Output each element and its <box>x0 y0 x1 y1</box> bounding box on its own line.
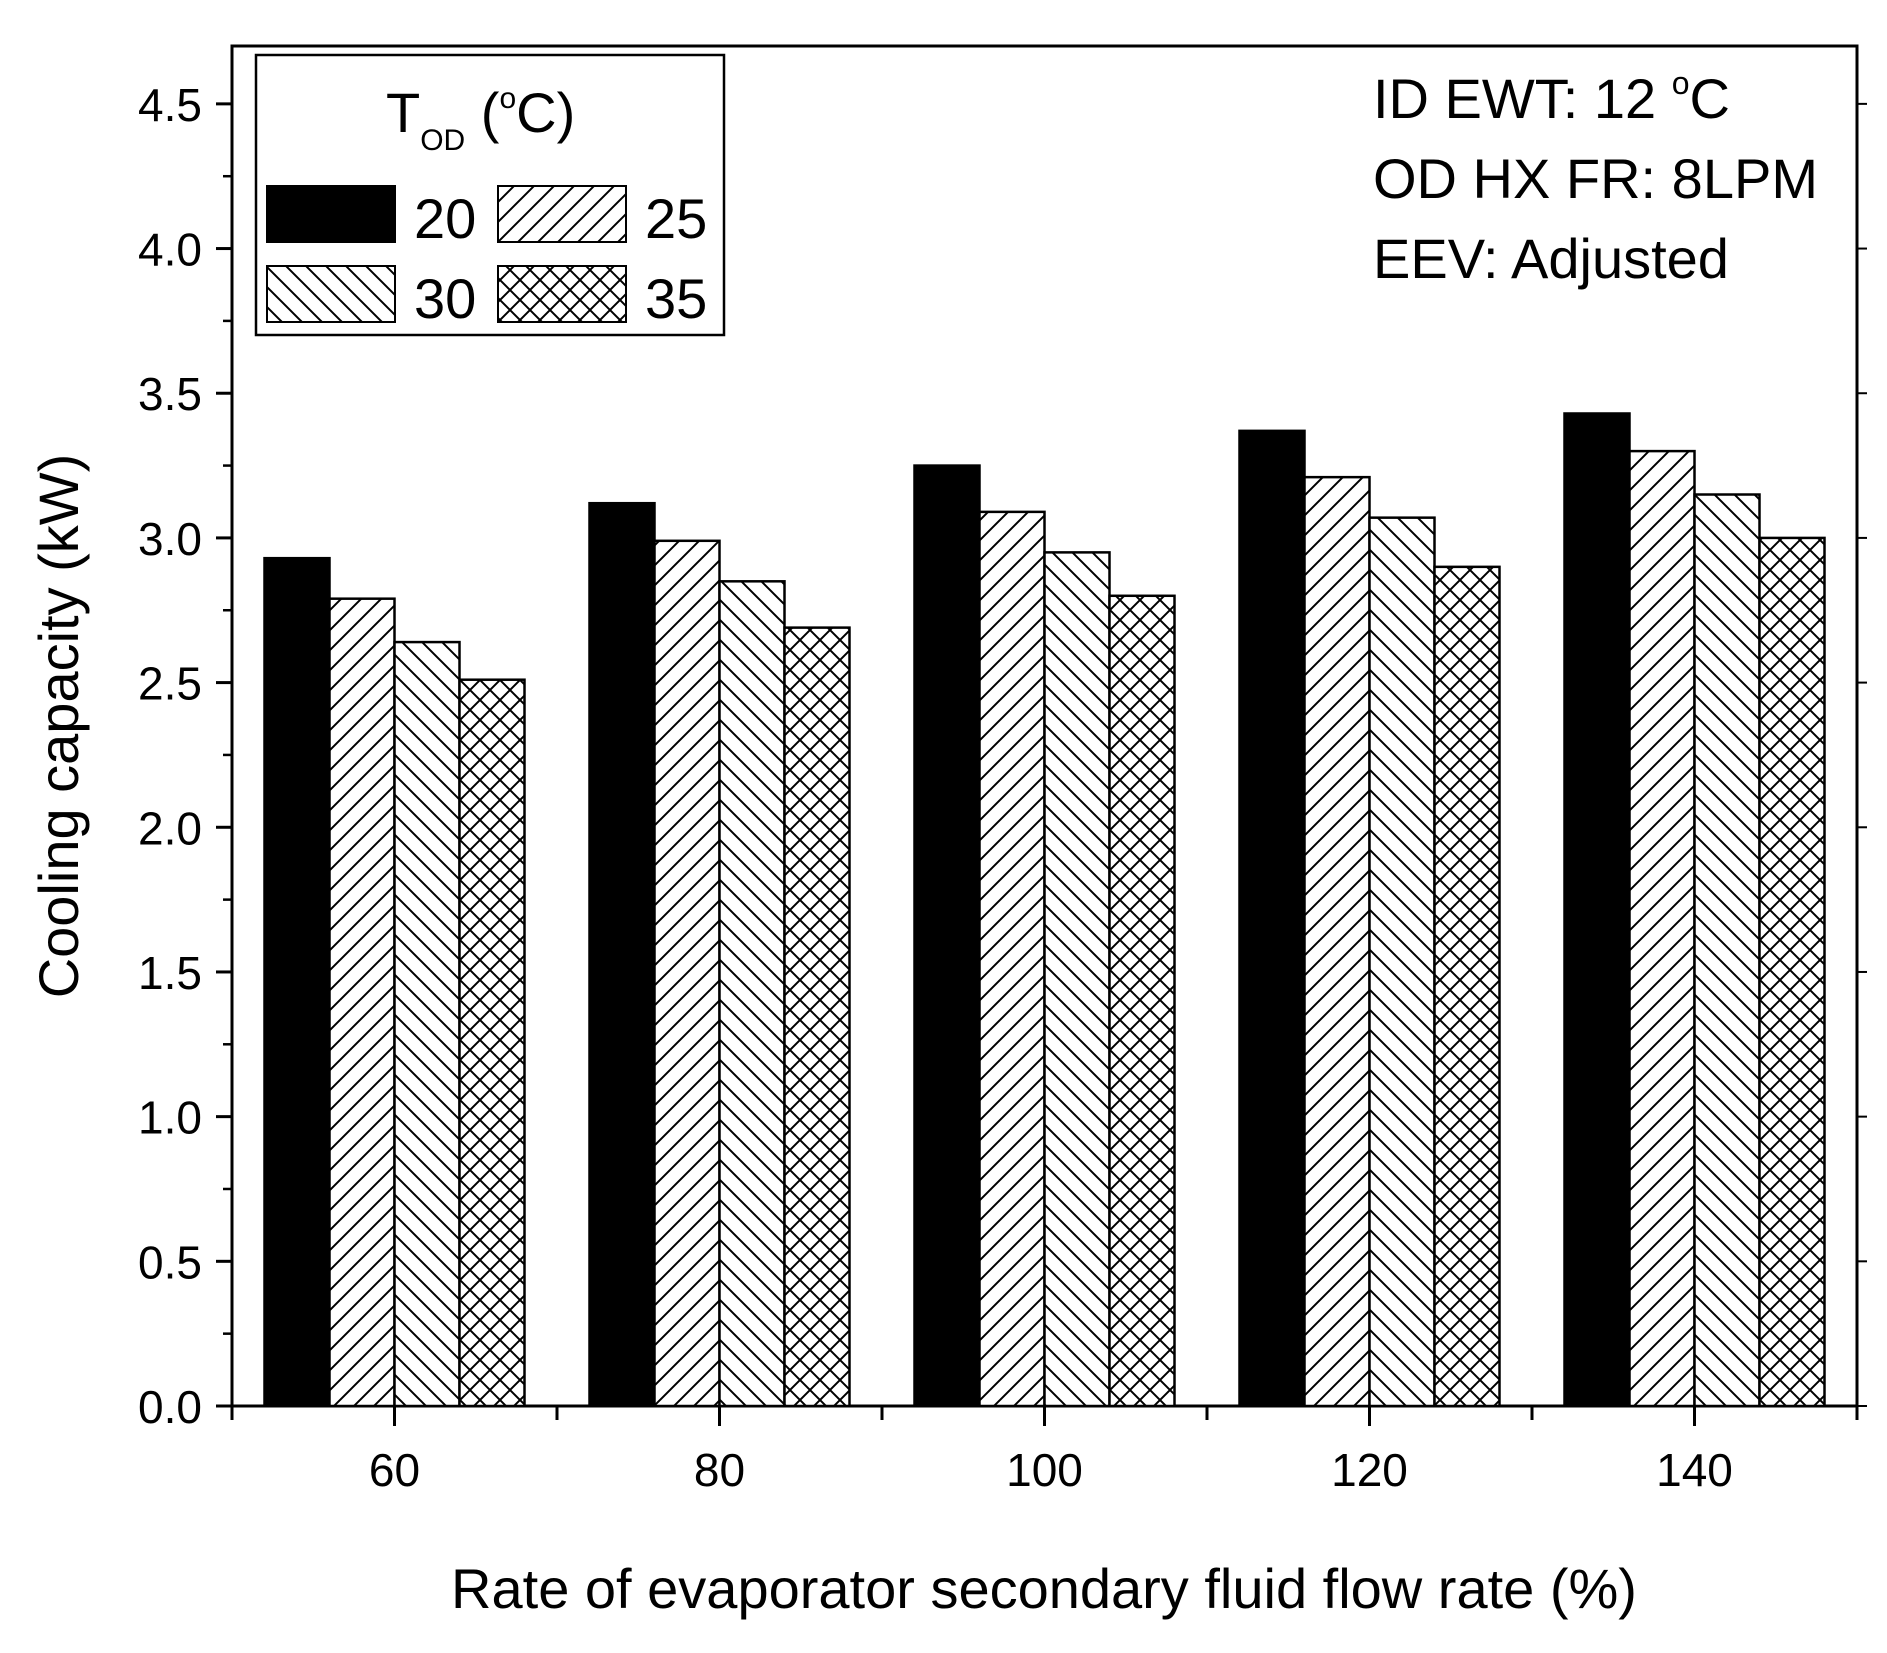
annotation-eev: EEV: Adjusted <box>1373 227 1729 290</box>
bar-20-140 <box>1563 412 1631 1408</box>
legend-swatch-30 <box>266 265 396 323</box>
annotation-id-ewt-unit: C <box>1690 67 1730 130</box>
annotation-id-ewt-sup: o <box>1672 65 1690 101</box>
annotation-id-ewt: ID EWT: 12 oC <box>1373 65 1730 130</box>
x-tick-label: 140 <box>1656 1444 1733 1496</box>
legend-title-sub: OD <box>420 124 465 157</box>
bar-25-60 <box>328 597 396 1408</box>
x-axis: 60 80 100 120 140 <box>230 1406 1859 1496</box>
legend-label-20: 20 <box>414 187 476 250</box>
annotations: ID EWT: 12 oC OD HX FR: 8LPM EEV: Adjust… <box>1373 65 1818 290</box>
legend-swatch-35 <box>497 265 627 323</box>
bar-20-60 <box>263 556 331 1408</box>
bar-20-100 <box>913 464 981 1408</box>
bar-20-80 <box>588 501 656 1408</box>
legend-label-25: 25 <box>645 187 707 250</box>
bar-35-120 <box>1433 565 1501 1408</box>
y-tick-label: 1.5 <box>138 947 202 999</box>
y-tick-label: 2.5 <box>138 658 202 710</box>
legend-title-close: C) <box>516 81 575 144</box>
bar-25-100 <box>978 510 1046 1408</box>
y-tick-label: 4.5 <box>138 79 202 131</box>
legend-label-35: 35 <box>645 267 707 330</box>
legend: TOD (oC) 20 25 30 35 <box>254 53 726 337</box>
bar-25-140 <box>1628 449 1696 1408</box>
bar-30-80 <box>718 580 786 1408</box>
bar-30-60 <box>393 640 461 1408</box>
annotation-id-ewt-main: ID EWT: 12 <box>1373 67 1672 130</box>
bar-30-100 <box>1043 551 1111 1408</box>
y-tick-label: 3.0 <box>138 513 202 565</box>
bars <box>263 412 1826 1408</box>
legend-label-30: 30 <box>414 267 476 330</box>
legend-swatch-25 <box>497 185 627 243</box>
y-tick-label: 1.0 <box>138 1092 202 1144</box>
legend-title-open: ( <box>465 81 500 144</box>
x-axis-label: Rate of evaporator secondary fluid flow … <box>451 1557 1637 1620</box>
bar-25-120 <box>1303 475 1371 1408</box>
y-tick-label: 0.0 <box>138 1381 202 1433</box>
bar-30-140 <box>1693 493 1761 1408</box>
x-tick-label: 120 <box>1331 1444 1408 1496</box>
bar-35-140 <box>1758 536 1826 1408</box>
y-axis: 0.0 0.5 1.0 1.5 2.0 2.5 3.0 3.5 4.0 4.5 <box>138 79 1867 1433</box>
y-tick-label: 2.0 <box>138 802 202 854</box>
legend-title: TOD (oC) <box>386 81 575 157</box>
y-tick-label: 4.0 <box>138 224 202 276</box>
bar-35-60 <box>458 678 526 1408</box>
legend-swatch-20 <box>266 185 396 243</box>
bar-30-120 <box>1368 516 1436 1408</box>
bar-20-120 <box>1238 429 1306 1408</box>
bar-35-80 <box>783 626 851 1408</box>
x-tick-label: 100 <box>1006 1444 1083 1496</box>
bar-35-100 <box>1108 594 1176 1408</box>
legend-title-sup: o <box>499 82 516 115</box>
legend-title-main: T <box>386 81 420 144</box>
x-tick-label: 60 <box>369 1444 420 1496</box>
bar-25-80 <box>653 539 721 1408</box>
y-tick-label: 3.5 <box>138 368 202 420</box>
annotation-od-hx-fr: OD HX FR: 8LPM <box>1373 147 1818 210</box>
y-tick-label: 0.5 <box>138 1236 202 1288</box>
y-axis-label: Cooling capacity (kW) <box>27 454 90 999</box>
x-tick-label: 80 <box>694 1444 745 1496</box>
